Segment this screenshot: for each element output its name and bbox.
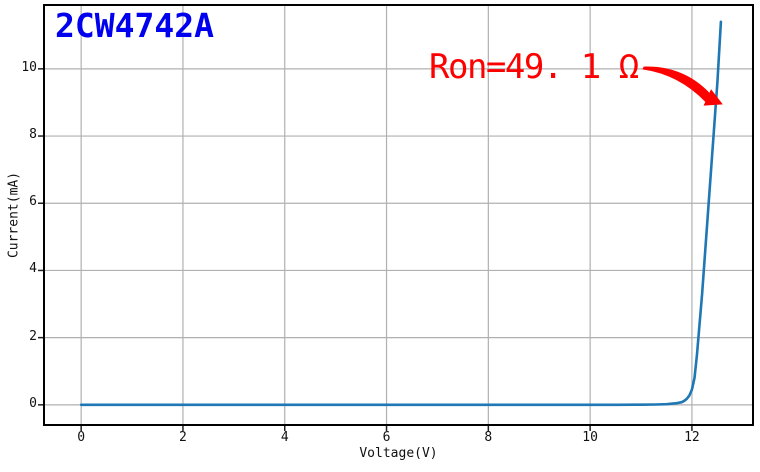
iv-curve-line bbox=[79, 20, 723, 407]
y-tick-label: 2 bbox=[29, 328, 37, 344]
ron-annotation-text: Ron=49. 1 Ω bbox=[429, 47, 639, 87]
x-axis-label: Voltage(V) bbox=[359, 446, 438, 461]
x-tick-label: 8 bbox=[484, 430, 493, 445]
x-tick-label: 0 bbox=[77, 430, 86, 445]
y-tick-label: 8 bbox=[29, 127, 37, 143]
y-tick-label: 4 bbox=[29, 261, 37, 277]
x-tick-label: 2 bbox=[179, 430, 187, 445]
x-tick-label: 6 bbox=[382, 430, 391, 445]
y-tick-label: 0 bbox=[29, 395, 37, 411]
y-axis-label: Current(mA) bbox=[6, 171, 22, 259]
x-tick-label: 10 bbox=[582, 430, 598, 445]
plot-frame bbox=[43, 4, 754, 426]
annotation-arrow bbox=[642, 66, 723, 106]
y-tick-label: 6 bbox=[29, 194, 37, 210]
x-tick-label: 4 bbox=[280, 430, 289, 445]
chart-title: 2CW4742A bbox=[55, 6, 214, 45]
x-tick-label: 12 bbox=[684, 430, 700, 445]
y-tick-label: 10 bbox=[21, 59, 37, 75]
